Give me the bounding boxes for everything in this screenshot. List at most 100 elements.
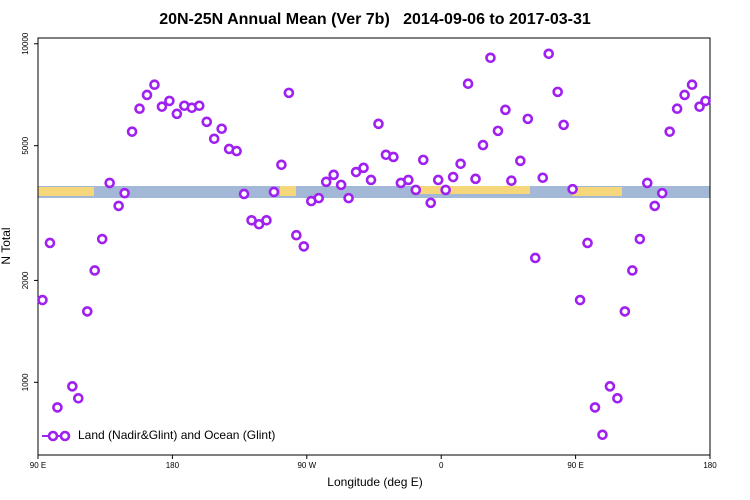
data-point (432, 174, 444, 186)
data-point (119, 187, 130, 199)
data-point (694, 101, 705, 112)
data-point (440, 184, 451, 196)
legend-label: Land (Nadir&Glint) and Ocean (Glint) (78, 428, 275, 442)
data-point (425, 197, 437, 209)
data-point (37, 294, 48, 306)
data-point (126, 126, 138, 137)
data-point (96, 233, 108, 245)
data-point (589, 402, 601, 413)
y-tick-label: 2000 (21, 271, 30, 289)
y-tick-label: 10000 (21, 32, 30, 55)
data-point (328, 169, 339, 181)
data-point (73, 393, 84, 404)
data-point (558, 119, 569, 131)
data-point (216, 123, 227, 135)
data-point (410, 184, 422, 196)
data-point (298, 241, 310, 252)
data-point (492, 125, 504, 137)
data-point (552, 86, 563, 98)
data-point (164, 95, 175, 107)
x-tick-label: 0 (439, 461, 444, 470)
data-point (447, 171, 459, 183)
data-point (604, 381, 616, 392)
data-point (567, 183, 578, 195)
data-point (156, 101, 168, 112)
data-point (373, 118, 384, 130)
data-point (231, 145, 242, 157)
data-point (335, 179, 347, 191)
data-point (350, 166, 362, 178)
data-point (506, 175, 517, 187)
data-point (477, 139, 489, 151)
data-point (141, 89, 153, 101)
data-point (470, 173, 481, 185)
data-point (485, 52, 496, 64)
data-point (597, 429, 608, 441)
data-point (619, 306, 631, 317)
data-point (582, 237, 593, 249)
x-tick-label: 90 E (567, 461, 583, 470)
data-point (612, 393, 623, 404)
data-point (276, 159, 287, 171)
legend-marker (59, 430, 71, 442)
data-point (208, 133, 220, 145)
data-point (649, 200, 661, 212)
chart-title: 20N-25N Annual Mean (Ver 7b) 2014-09-06 … (159, 11, 591, 28)
data-point (89, 265, 101, 276)
data-point (104, 177, 115, 189)
y-tick-label: 5000 (21, 136, 30, 154)
data-point (149, 79, 160, 90)
y-axis-label: N Total (0, 227, 13, 264)
data-point (679, 89, 690, 101)
y-tick-label: 1000 (21, 373, 30, 391)
data-point (455, 158, 466, 170)
data-point (634, 233, 646, 245)
data-point (67, 381, 78, 392)
data-point (686, 79, 698, 90)
data-point (664, 126, 675, 137)
data-point (283, 87, 295, 99)
data-point (671, 103, 683, 114)
data-point (113, 200, 124, 212)
x-tick-label: 90 W (297, 461, 316, 470)
data-point (261, 215, 272, 226)
x-tick-label: 180 (703, 461, 717, 470)
legend-item: Land (Nadir&Glint) and Ocean (Glint) (42, 428, 275, 442)
data-point (313, 192, 325, 204)
x-tick-label: 90 E (30, 461, 46, 470)
data-point (700, 95, 711, 107)
data-point (343, 192, 354, 204)
data-point (500, 104, 511, 116)
data-point (515, 155, 526, 167)
data-point (365, 174, 377, 186)
data-point (388, 151, 399, 163)
x-tick-label: 180 (166, 461, 180, 470)
data-point (417, 154, 429, 166)
data-point (537, 172, 549, 184)
map-strip (38, 186, 710, 198)
data-point (52, 402, 63, 413)
data-point (627, 265, 638, 276)
data-point (529, 252, 541, 264)
data-point (44, 237, 56, 249)
x-axis-label: Longitude (deg E) (327, 475, 422, 489)
data-point (522, 113, 534, 125)
data-point (201, 116, 213, 128)
data-point (641, 177, 653, 189)
data-point (268, 186, 280, 198)
data-point (291, 229, 302, 241)
data-point (462, 78, 474, 90)
data-point (543, 48, 555, 60)
data-point (358, 162, 369, 174)
data-point (656, 187, 668, 199)
data-point (193, 100, 205, 112)
legend-marker (47, 430, 59, 442)
plot-frame (37, 37, 711, 456)
data-point (320, 176, 332, 188)
data-point (238, 188, 250, 200)
data-point (574, 294, 586, 306)
data-point (134, 103, 145, 114)
data-point (81, 306, 93, 317)
data-point (171, 108, 183, 120)
